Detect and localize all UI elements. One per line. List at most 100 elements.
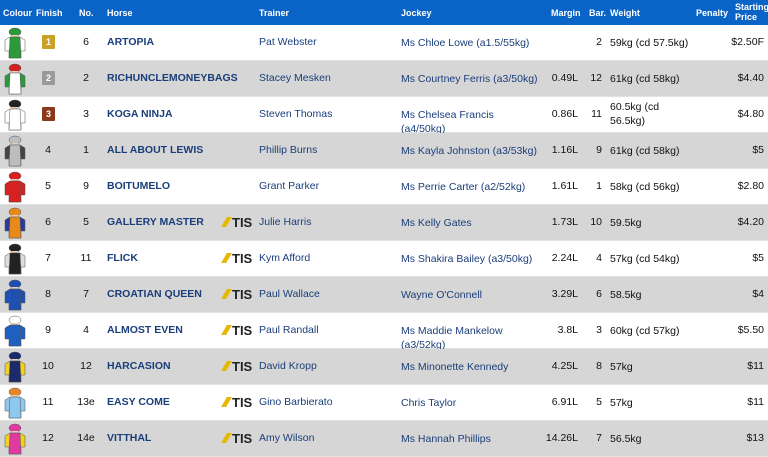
trainer-link[interactable]: Stacey Mesken <box>259 72 331 84</box>
trainer-link[interactable]: Pat Webster <box>259 36 317 48</box>
jockey-link[interactable]: Chris Taylor <box>401 397 457 409</box>
jockey-link[interactable]: Wayne O'Connell <box>401 289 482 301</box>
starting-price: $11 <box>747 396 764 408</box>
margin-value: 3.8L <box>557 324 578 336</box>
horse-name-link[interactable]: VITTHAL <box>107 432 152 444</box>
trainer-link[interactable]: Steven Thomas <box>259 108 333 120</box>
runner-number: 11 <box>80 252 92 264</box>
tis-logo-icon: TIS <box>218 213 258 231</box>
finish-position: 11 <box>42 396 54 408</box>
silk-icon <box>2 99 28 131</box>
starting-price: $4.40 <box>737 72 764 84</box>
horse-name-link[interactable]: CROATIAN QUEEN <box>107 288 202 300</box>
trainer-link[interactable]: Kym Afford <box>259 252 311 264</box>
trainer-link[interactable]: Paul Randall <box>259 324 319 336</box>
weight-value: 57kg (cd 54kg) <box>610 253 680 265</box>
horse-name-link[interactable]: KOGA NINJA <box>107 108 173 120</box>
trainer-link[interactable]: Amy Wilson <box>259 432 315 444</box>
silk-icon <box>2 27 28 59</box>
runner-number: 12 <box>80 360 92 372</box>
jockey-link[interactable]: Ms Minonette Kennedy <box>401 361 509 373</box>
table-row: 5 9 BOITUMELO Grant Parker Ms Perrie Carter … <box>0 169 768 205</box>
finish-position: 4 <box>45 144 51 156</box>
horse-name-link[interactable]: GALLERY MASTER <box>107 216 204 228</box>
runner-number: 3 <box>83 108 89 120</box>
silk-icon <box>2 423 28 455</box>
finish-position: 7 <box>45 252 51 264</box>
horse-name-link[interactable]: BOITUMELO <box>107 180 170 192</box>
jockey-link[interactable]: Ms Chelsea Francis (a4/50kg) <box>401 109 494 135</box>
jockey-link[interactable]: Ms Hannah Phillips <box>401 433 491 445</box>
header-colour: Colour <box>3 8 32 18</box>
jockey-link[interactable]: Ms Shakira Bailey (a3/50kg) <box>401 253 533 265</box>
trainer-link[interactable]: David Kropp <box>259 360 317 372</box>
jockey-link[interactable]: Ms Perrie Carter (a2/52kg) <box>401 181 526 193</box>
horse-name-link[interactable]: FLICK <box>107 252 138 264</box>
tis-logo-icon: TIS <box>218 285 258 303</box>
barrier-value: 12 <box>590 72 602 84</box>
barrier-value: 8 <box>596 360 602 372</box>
margin-value: 1.61L <box>551 180 578 192</box>
barrier-value: 9 <box>596 144 602 156</box>
horse-name-link[interactable]: HARCASION <box>107 360 171 372</box>
tis-logo-icon: TIS <box>218 249 258 267</box>
table-row: 3 3 KOGA NINJA Steven Thomas Ms Chelsea Fran… <box>0 97 768 135</box>
table-row: 6 5 GALLERY MASTER TIS Julie Harris Ms Kelly … <box>0 205 768 241</box>
header-weight: Weight <box>610 8 640 18</box>
horse-name-link[interactable]: ALMOST EVEN <box>107 324 183 336</box>
silk-icon <box>2 351 28 383</box>
trainer-link[interactable]: Gino Barbierato <box>259 396 333 408</box>
table-row: 7 11 FLICK TIS Kym Afford Ms Shakira Bailey (… <box>0 241 768 277</box>
finish-position: 6 <box>45 216 51 228</box>
barrier-value: 4 <box>596 252 602 264</box>
runner-number: 7 <box>83 288 89 300</box>
horse-name-link[interactable]: EASY COME <box>107 396 170 408</box>
barrier-value: 6 <box>596 288 602 300</box>
jockey-link[interactable]: Ms Kayla Johnston (a3/53kg) <box>401 145 537 157</box>
header-starting-price: Starting Price <box>735 2 768 22</box>
finish-position: 8 <box>45 288 51 300</box>
runner-number: 5 <box>83 216 89 228</box>
silk-icon <box>2 63 28 95</box>
trainer-link[interactable]: Paul Wallace <box>259 288 320 300</box>
jockey-link[interactable]: Ms Maddie Mankelow (a3/52kg) <box>401 325 503 351</box>
weight-value: 60kg (cd 57kg) <box>610 325 680 337</box>
header-no: No. <box>79 8 94 18</box>
silk-icon <box>2 279 28 311</box>
finish-badge: 1 <box>42 35 55 49</box>
starting-price: $4.80 <box>737 108 764 120</box>
weight-value: 57kg <box>610 397 633 409</box>
table-row: 1 6 ARTOPIA Pat Webster Ms Chloe Lowe (a1.5/… <box>0 25 768 61</box>
jockey-link[interactable]: Ms Chloe Lowe (a1.5/55kg) <box>401 37 530 49</box>
margin-value: 14.26L <box>545 432 578 444</box>
finish-position: 9 <box>45 324 51 336</box>
trainer-link[interactable]: Phillip Burns <box>259 144 318 156</box>
trainer-link[interactable]: Grant Parker <box>259 180 320 192</box>
weight-value: 61kg (cd 58kg) <box>610 73 680 85</box>
weight-value: 58kg (cd 56kg) <box>610 181 680 193</box>
table-row: 9 4 ALMOST EVEN TIS Paul Randall Ms Maddie Ma… <box>0 313 768 351</box>
silk-icon <box>2 243 28 275</box>
finish-position: 5 <box>45 180 51 192</box>
starting-price: $13 <box>746 432 764 444</box>
jockey-link[interactable]: Ms Kelly Gates <box>401 217 472 229</box>
weight-value: 56.5kg <box>610 433 642 445</box>
tis-logo-icon: TIS <box>218 321 258 339</box>
horse-name-link[interactable]: ALL ABOUT LEWIS <box>107 144 204 156</box>
starting-price: $2.50F <box>731 36 764 48</box>
table-row: 4 1 ALL ABOUT LEWIS Phillip Burns Ms Kayla J… <box>0 133 768 169</box>
horse-name-link[interactable]: RICHUNCLEMONEYBAGS <box>107 72 238 84</box>
horse-name-link[interactable]: ARTOPIA <box>107 36 155 48</box>
trainer-link[interactable]: Julie Harris <box>259 216 312 228</box>
header-trainer: Trainer <box>259 8 290 18</box>
tis-logo-icon: TIS <box>218 429 258 447</box>
starting-price: $4.20 <box>737 216 764 228</box>
finish-position: 10 <box>42 360 54 372</box>
svg-text:TIS: TIS <box>232 395 253 410</box>
runner-number: 9 <box>83 180 89 192</box>
weight-value: 59kg (cd 57.5kg) <box>610 37 689 49</box>
jockey-link[interactable]: Ms Courtney Ferris (a3/50kg) <box>401 73 538 85</box>
margin-value: 1.16L <box>551 144 578 156</box>
header-horse: Horse <box>107 8 133 18</box>
